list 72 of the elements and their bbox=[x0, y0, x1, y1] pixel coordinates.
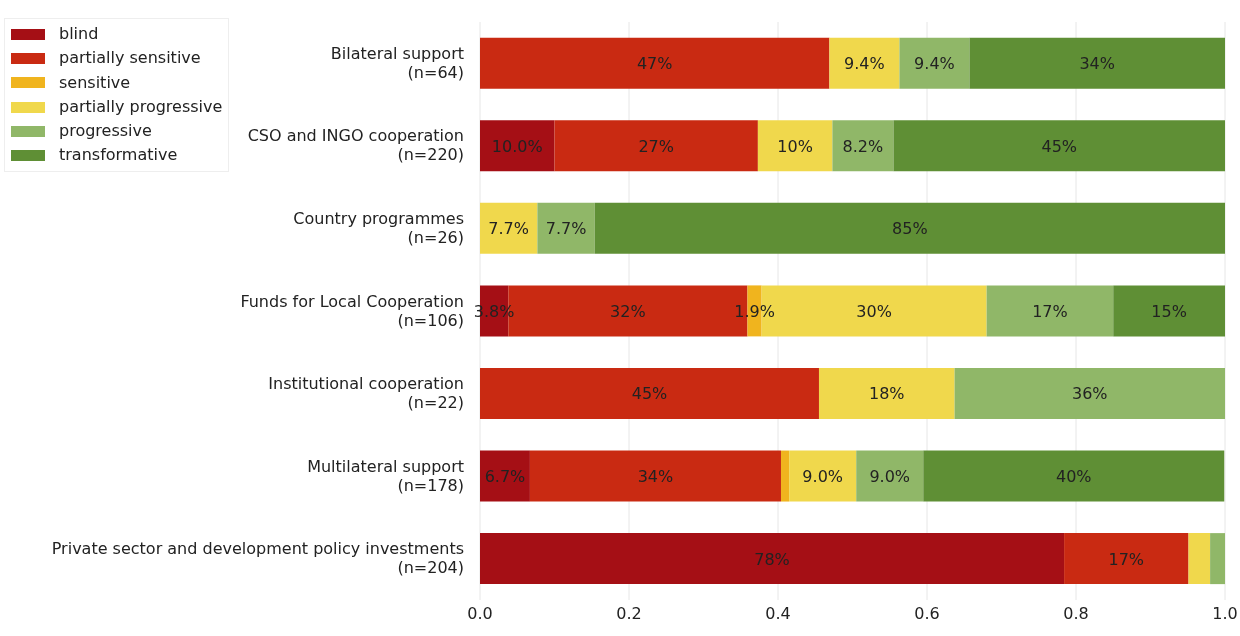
bar bbox=[537, 202, 595, 254]
bar bbox=[480, 450, 530, 502]
bar bbox=[1064, 533, 1189, 585]
bar bbox=[829, 37, 900, 89]
x-tick-label: 0.0 bbox=[467, 604, 493, 624]
data-label: 7.7% bbox=[488, 219, 530, 239]
data-label: 36% bbox=[1072, 384, 1108, 404]
legend-label: blind bbox=[59, 23, 99, 45]
bar bbox=[594, 202, 1225, 254]
data-label: 34% bbox=[1079, 54, 1116, 74]
x-tick-label: 0.8 bbox=[1063, 604, 1089, 624]
data-label: 40% bbox=[1055, 467, 1092, 487]
legend-label: partially sensitive bbox=[59, 47, 201, 70]
bar bbox=[986, 285, 1114, 337]
x-tick-label: 0.6 bbox=[914, 604, 940, 624]
x-tick-label: 1.0 bbox=[1212, 604, 1238, 624]
y-tick-label: Country programmes (n=26) bbox=[293, 208, 464, 247]
y-tick-label: CSO and INGO cooperation (n=220) bbox=[247, 126, 464, 165]
legend-label: sensitive bbox=[59, 71, 131, 94]
y-tick-label: Private sector and development policy investments (n=204) bbox=[51, 539, 464, 578]
bar bbox=[1113, 285, 1225, 337]
data-label: 85% bbox=[892, 219, 928, 239]
data-label: 45% bbox=[1041, 136, 1078, 156]
data-label: 10.0% bbox=[491, 136, 543, 156]
data-label: 10% bbox=[777, 136, 813, 156]
bar bbox=[480, 533, 1065, 585]
bar bbox=[899, 37, 970, 89]
bar bbox=[529, 450, 781, 502]
bar bbox=[969, 37, 1225, 89]
bar bbox=[1188, 533, 1211, 585]
bar bbox=[818, 367, 955, 419]
data-label: 78% bbox=[754, 549, 790, 569]
bar bbox=[480, 120, 555, 172]
legend-label: partially progressive bbox=[59, 95, 223, 118]
data-label: 9.0% bbox=[802, 467, 844, 487]
y-tick-label: Institutional cooperation (n=22) bbox=[268, 374, 464, 413]
legend-label: progressive bbox=[59, 120, 152, 143]
bar bbox=[832, 120, 894, 172]
data-label: 9.0% bbox=[869, 467, 911, 487]
y-tick-label: Bilateral support (n=64) bbox=[330, 43, 464, 82]
data-label: 9.4% bbox=[844, 54, 885, 74]
legend-label: transformative bbox=[59, 144, 178, 167]
bar bbox=[923, 450, 1225, 502]
bar bbox=[893, 120, 1225, 172]
bar bbox=[480, 37, 830, 89]
bar bbox=[757, 120, 833, 172]
data-label: 45% bbox=[631, 384, 668, 404]
bar bbox=[1210, 533, 1225, 585]
data-label: 47% bbox=[636, 54, 673, 74]
data-label: 9.4% bbox=[914, 54, 955, 74]
data-label: 17% bbox=[1108, 549, 1145, 569]
bar bbox=[780, 450, 790, 502]
data-label: 15% bbox=[1151, 301, 1187, 321]
data-label: 34% bbox=[637, 467, 674, 487]
data-label: 7.7% bbox=[545, 219, 587, 239]
x-tick-label: 0.4 bbox=[765, 604, 791, 624]
bar bbox=[954, 367, 1225, 419]
bar bbox=[480, 202, 538, 254]
y-tick-label: Funds for Local Cooperation (n=106) bbox=[240, 291, 464, 330]
data-label: 8.2% bbox=[842, 136, 884, 156]
bar bbox=[789, 450, 857, 502]
data-label: 18% bbox=[868, 384, 905, 404]
data-label: 27% bbox=[638, 136, 674, 156]
data-label: 17% bbox=[1032, 301, 1068, 321]
data-label: 6.7% bbox=[484, 467, 526, 487]
bar bbox=[480, 367, 819, 419]
data-label: 32% bbox=[610, 301, 646, 321]
y-tick-label: Multilateral support (n=178) bbox=[307, 456, 464, 495]
x-tick-label: 0.2 bbox=[616, 604, 642, 624]
bar bbox=[856, 450, 924, 502]
data-label: 30% bbox=[856, 301, 892, 321]
bar bbox=[554, 120, 758, 172]
